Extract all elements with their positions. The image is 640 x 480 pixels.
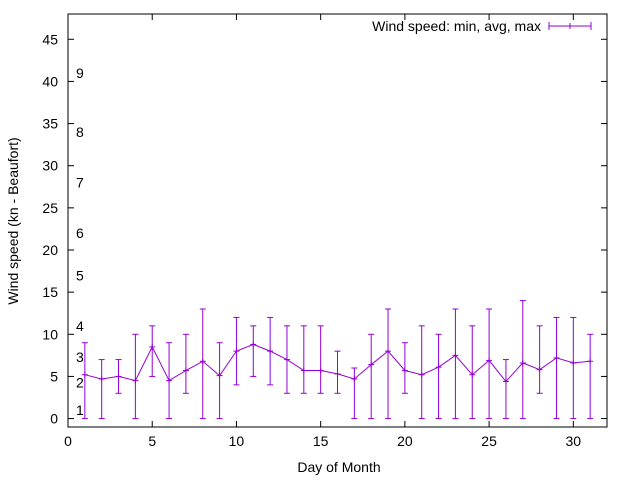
avg-point <box>132 377 139 384</box>
x-axis-label: Day of Month <box>297 459 380 475</box>
error-bar <box>317 325 324 394</box>
error-bar <box>149 325 156 377</box>
error-bar <box>452 308 459 420</box>
y-tick-label: 30 <box>42 158 58 174</box>
legend-entry-label: Wind speed: min, avg, max <box>372 18 541 34</box>
error-bar <box>587 333 594 420</box>
avg-point <box>385 348 392 355</box>
avg-point <box>283 356 290 363</box>
avg-point <box>334 370 341 377</box>
avg-point <box>115 373 122 380</box>
avg-point <box>519 359 526 366</box>
error-bar <box>216 342 223 420</box>
beaufort-label: 6 <box>76 225 84 241</box>
x-tick-label: 5 <box>148 433 156 449</box>
avg-point <box>267 348 274 355</box>
error-bar <box>553 316 560 420</box>
avg-point <box>199 358 206 365</box>
plot-frame <box>67 13 608 428</box>
beaufort-label: 4 <box>76 318 84 334</box>
x-tick-label: 15 <box>313 433 329 449</box>
y-tick-label: 15 <box>42 284 58 300</box>
avg-point <box>435 364 442 371</box>
beaufort-label: 7 <box>76 175 84 191</box>
avg-point <box>300 367 307 374</box>
y-tick-label: 10 <box>42 326 58 342</box>
avg-point <box>166 377 173 384</box>
avg-point <box>587 358 594 365</box>
y-tick-label: 0 <box>50 411 58 427</box>
y-axis-label: Wind speed (kn - Beaufort) <box>5 137 21 304</box>
legend: Wind speed: min, avg, max <box>372 18 592 34</box>
x-tick-label: 30 <box>566 433 582 449</box>
error-bar <box>81 342 88 420</box>
beaufort-label: 8 <box>76 124 84 140</box>
error-bar <box>486 308 493 420</box>
x-tick-label: 20 <box>397 433 413 449</box>
avg-point <box>216 372 223 379</box>
y-tick-label: 35 <box>42 116 58 132</box>
beaufort-label: 3 <box>76 349 84 365</box>
error-bar <box>536 325 543 394</box>
error-bar <box>368 333 375 420</box>
avg-point <box>553 354 560 361</box>
y-tick-label: 5 <box>50 368 58 384</box>
avg-point <box>502 378 509 385</box>
avg-point <box>233 348 240 355</box>
avg-point <box>469 371 476 378</box>
series-line <box>81 341 594 385</box>
avg-point <box>570 359 577 366</box>
error-bar <box>351 367 358 420</box>
avg-point <box>149 343 156 350</box>
error-bar <box>435 333 442 420</box>
error-bar <box>570 316 577 420</box>
error-bar <box>300 325 307 394</box>
beaufort-label: 5 <box>76 267 84 283</box>
y-tick-label: 40 <box>42 73 58 89</box>
avg-point <box>401 367 408 374</box>
avg-point <box>182 367 189 374</box>
avg-point <box>351 375 358 382</box>
error-bar <box>519 300 526 420</box>
error-bar <box>250 325 257 377</box>
avg-point <box>452 352 459 359</box>
x-tick-label: 10 <box>229 433 245 449</box>
beaufort-label: 9 <box>76 65 84 81</box>
x-tick-label: 25 <box>481 433 497 449</box>
y-tick-label: 45 <box>42 31 58 47</box>
beaufort-scale-labels: 1 2 3 4 5 6 7 8 9 <box>76 65 84 418</box>
avg-point <box>317 367 324 374</box>
avg-point <box>81 371 88 378</box>
x-tick-label: 0 <box>64 433 72 449</box>
avg-point <box>368 361 375 368</box>
beaufort-label: 2 <box>76 374 84 390</box>
avg-point <box>250 341 257 348</box>
error-bar <box>502 359 509 420</box>
error-bar <box>132 333 139 420</box>
error-bar <box>182 333 189 394</box>
y-tick-label: 20 <box>42 242 58 258</box>
avg-point <box>486 357 493 364</box>
beaufort-label: 1 <box>76 402 84 418</box>
error-bar <box>385 308 392 420</box>
avg-point <box>98 375 105 382</box>
avg-point <box>536 366 543 373</box>
y-tick-label: 25 <box>42 200 58 216</box>
error-bar <box>98 359 105 420</box>
avg-point <box>418 371 425 378</box>
